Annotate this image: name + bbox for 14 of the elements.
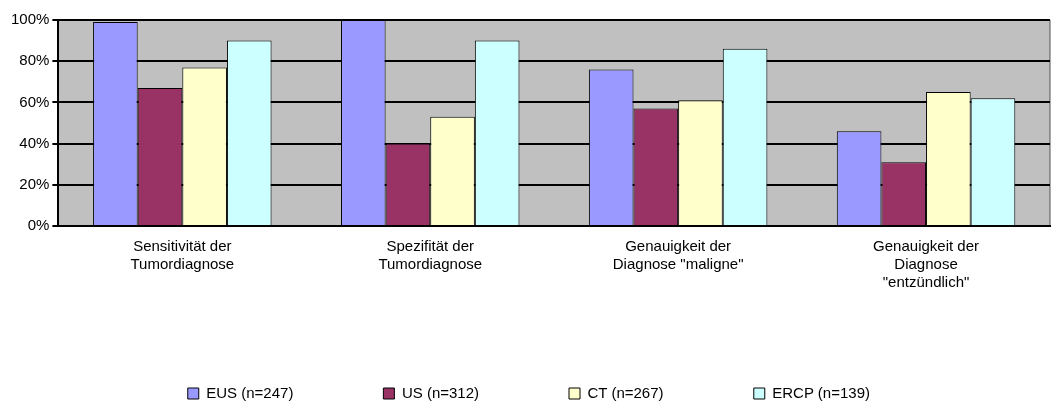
legend-label: CT (n=267) [587, 383, 664, 401]
legend-label: US (n=312) [401, 383, 480, 401]
y-tick-label: 40% [19, 133, 50, 151]
y-tick-label: 20% [19, 174, 50, 192]
legend-label: ERCP (n=139) [772, 383, 870, 401]
y-tick-label: 100% [10, 10, 50, 28]
y-tick-label: 60% [19, 92, 50, 110]
y-tick-label: 80% [19, 51, 50, 69]
x-tick-label: Spezifität der Tumordiagnose [378, 237, 483, 273]
x-tick-label: Genauigkeit der Diagnose "entzündlich" [873, 237, 979, 291]
y-tick-label: 0% [27, 216, 50, 234]
x-tick-label: Genauigkeit der Diagnose "maligne" [612, 237, 744, 273]
legend-label: EUS (n=247) [206, 383, 294, 401]
x-tick-label: Sensitivität der Tumordiagnose [130, 237, 235, 273]
